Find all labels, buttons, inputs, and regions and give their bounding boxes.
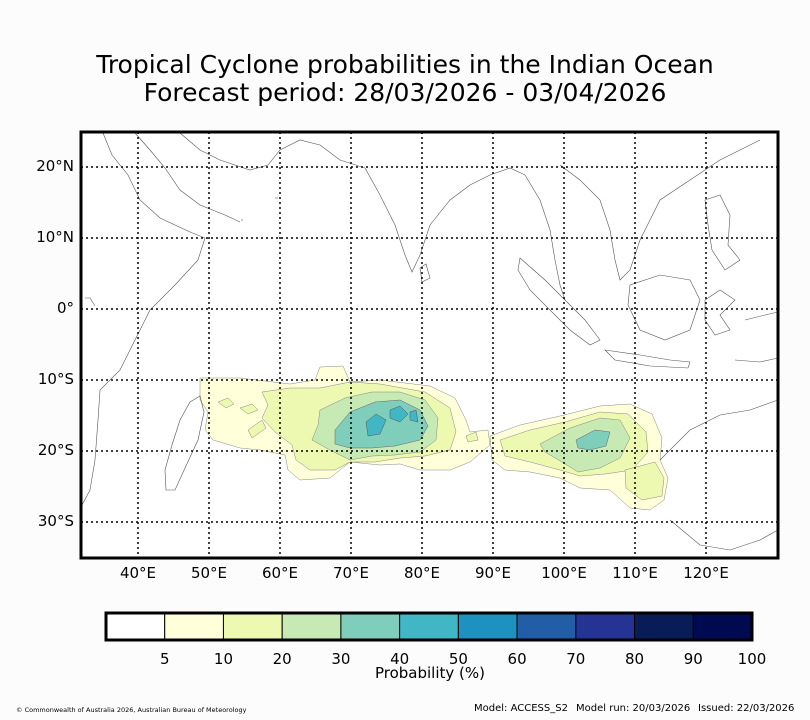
lon-label-60e: 60°E: [261, 564, 299, 582]
colorbar-tick-label: 20: [272, 650, 292, 668]
colorbar-segment: [340, 612, 401, 641]
colorbar-segment: [105, 612, 166, 641]
colorbar-segment: [222, 612, 283, 641]
colorbar-tick-label: 5: [159, 650, 170, 668]
colorbar-tick-label: 70: [566, 650, 586, 668]
lon-label-70e: 70°E: [332, 564, 370, 582]
probability-cluster-east: [489, 403, 669, 511]
lat-label-20n: 20°N: [36, 157, 74, 175]
model-run-date: Model run: 20/03/2026: [576, 703, 691, 714]
map-title-line1: Tropical Cyclone probabilities in the In…: [96, 50, 714, 79]
colorbar-tick-label: 80: [624, 650, 645, 668]
colorbar-tick-label: 10: [213, 650, 233, 668]
colorbar-segment: [634, 612, 694, 641]
colorbar-frame: [104, 611, 754, 642]
colorbar-tick-label: 100: [737, 650, 767, 668]
colorbar-segment: [281, 612, 342, 641]
colorbar-tick-label: 50: [448, 650, 468, 668]
lon-label-120e: 120°E: [683, 564, 729, 582]
map-title-line2: Forecast period: 28/03/2026 - 03/04/2026: [143, 78, 667, 107]
colorbar-segment: [516, 612, 577, 641]
map-background: [81, 132, 778, 558]
colorbar-segment: [457, 612, 518, 641]
lat-label-10n: 10°N: [36, 228, 74, 246]
copyright-text: © Commonwealth of Australia 2026, Austra…: [16, 706, 247, 714]
lon-label-100e: 100°E: [541, 564, 587, 582]
colorbar-tick-label: 60: [507, 650, 527, 668]
lon-label-80e: 80°E: [403, 564, 441, 582]
lat-label-0: 0°: [56, 299, 74, 317]
lat-label-20s: 20°S: [37, 441, 74, 459]
colorbar-tick-label: 90: [683, 650, 703, 668]
colorbar-tick-label: 40: [390, 650, 410, 668]
colorbar-segment: [399, 612, 459, 641]
lon-label-90e: 90°E: [474, 564, 512, 582]
colorbar-title: Probability (%): [374, 664, 486, 682]
lat-label-30s: 30°S: [37, 512, 74, 530]
colorbar: [104, 611, 754, 642]
lon-label-40e: 40°E: [119, 564, 157, 582]
lon-label-110e: 110°E: [612, 564, 658, 582]
lon-label-50e: 50°E: [190, 564, 228, 582]
colorbar-segment: [575, 612, 636, 641]
map-frame: [79, 130, 780, 560]
lat-label-10s: 10°S: [37, 370, 74, 388]
colorbar-segment: [164, 612, 224, 641]
graticule: [81, 132, 778, 558]
model-name: Model: ACCESS_S2: [474, 703, 568, 714]
colorbar-segment: [692, 612, 753, 641]
issued-date: Issued: 22/03/2026: [698, 703, 795, 714]
probability-cluster-west: [199, 365, 491, 481]
colorbar-tick-label: 30: [331, 650, 351, 668]
